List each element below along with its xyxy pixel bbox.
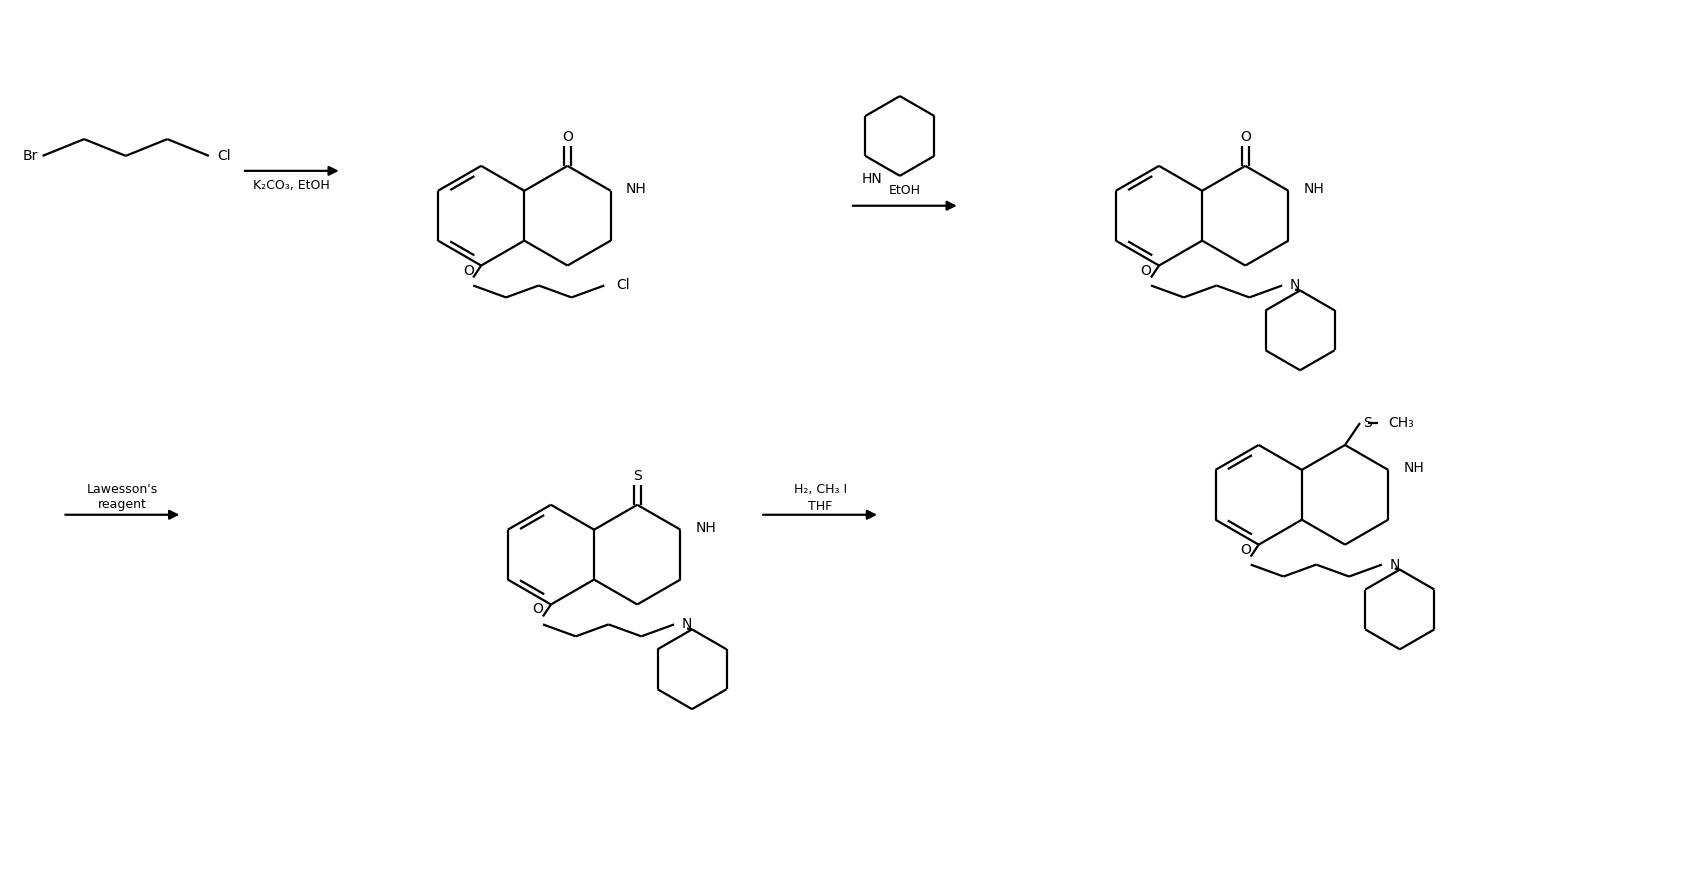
Text: N: N (681, 618, 692, 632)
Text: EtOH: EtOH (888, 185, 921, 197)
Text: K₂CO₃, EtOH: K₂CO₃, EtOH (253, 179, 329, 192)
Text: S: S (1361, 416, 1371, 430)
Text: Br: Br (22, 149, 37, 163)
Text: O: O (1240, 542, 1250, 556)
Text: Cl: Cl (216, 149, 230, 163)
Text: S: S (632, 469, 642, 483)
Text: NH: NH (1302, 182, 1324, 196)
Text: N: N (1289, 278, 1299, 292)
Text: NH: NH (694, 521, 716, 535)
Text: THF: THF (807, 500, 831, 514)
Text: O: O (1240, 130, 1250, 144)
Text: O: O (532, 603, 544, 617)
Text: O: O (463, 263, 473, 277)
Text: Cl: Cl (616, 278, 630, 292)
Text: H₂, CH₃ I: H₂, CH₃ I (794, 483, 846, 496)
Text: O: O (562, 130, 573, 144)
Text: reagent: reagent (98, 498, 147, 511)
Text: N: N (1388, 557, 1398, 571)
Text: Lawesson's: Lawesson's (86, 483, 157, 496)
Text: HN: HN (861, 172, 882, 186)
Text: NH: NH (1402, 461, 1424, 475)
Text: O: O (1140, 263, 1150, 277)
Text: CH₃: CH₃ (1387, 416, 1412, 430)
Text: NH: NH (625, 182, 645, 196)
